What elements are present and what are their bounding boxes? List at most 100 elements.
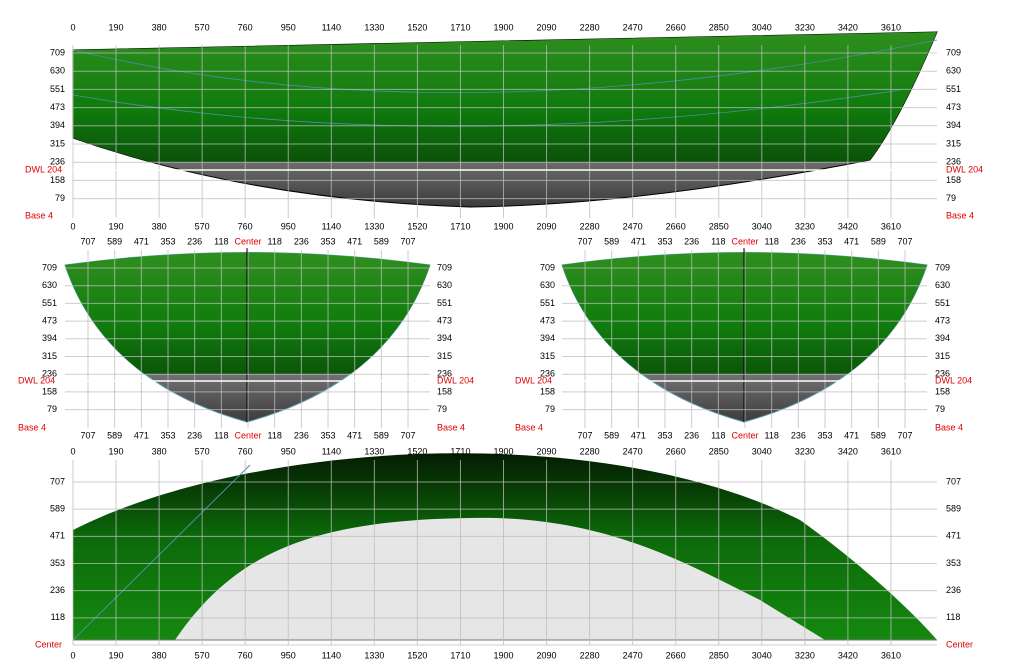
bottom-tick-label: 1710 bbox=[450, 221, 470, 231]
bottom-tick-label: 353 bbox=[160, 430, 175, 440]
top-tick-label: 707 bbox=[80, 236, 95, 246]
bottom-tick-label: 707 bbox=[401, 430, 416, 440]
top-tick-label: 471 bbox=[134, 236, 149, 246]
top-tick-label: 1710 bbox=[450, 446, 470, 456]
bottom-tick-label: Center bbox=[235, 430, 262, 440]
left-tick-label: 471 bbox=[50, 531, 65, 541]
top-tick-label: 118 bbox=[711, 236, 725, 246]
bottom-tick-label: 236 bbox=[294, 430, 309, 440]
waterline-label: DWL 204 bbox=[18, 375, 55, 385]
body-hull-fwd bbox=[561, 248, 928, 423]
bottom-tick-label: 1330 bbox=[364, 650, 384, 660]
bottom-tick-label: 471 bbox=[347, 430, 362, 440]
left-tick-label: 79 bbox=[545, 404, 555, 414]
left-tick-label: 551 bbox=[540, 298, 555, 308]
top-tick-label: 1330 bbox=[364, 446, 384, 456]
bottom-tick-label: 589 bbox=[871, 430, 886, 440]
left-tick-label: 315 bbox=[50, 138, 65, 148]
bottom-tick-label: 3040 bbox=[752, 650, 772, 660]
top-tick-label: Center bbox=[235, 236, 262, 246]
right-tick-label: 471 bbox=[946, 531, 961, 541]
bottom-tick-label: 3610 bbox=[881, 650, 901, 660]
top-tick-label: 570 bbox=[195, 446, 210, 456]
bottom-tick-label: 2660 bbox=[666, 650, 686, 660]
top-tick-label: 589 bbox=[374, 236, 389, 246]
top-tick-label: 471 bbox=[844, 236, 859, 246]
top-tick-label: 353 bbox=[321, 236, 336, 246]
right-tick-label: 709 bbox=[437, 262, 452, 272]
top-tick-label: 190 bbox=[109, 446, 124, 456]
left-tick-label: 158 bbox=[42, 386, 57, 396]
top-tick-label: 236 bbox=[684, 236, 699, 246]
left-tick-label: 473 bbox=[540, 315, 555, 325]
right-tick-label: 394 bbox=[935, 333, 950, 343]
bottom-tick-label: 471 bbox=[631, 430, 646, 440]
top-tick-label: 353 bbox=[818, 236, 833, 246]
top-tick-label: 2660 bbox=[666, 446, 686, 456]
bottom-tick-label: 589 bbox=[107, 430, 122, 440]
left-tick-label: 707 bbox=[50, 476, 65, 486]
right-tick-label: 709 bbox=[946, 47, 961, 57]
bottom-tick-label: 118 bbox=[214, 430, 228, 440]
left-tick-label: 473 bbox=[42, 315, 57, 325]
top-tick-label: 2090 bbox=[537, 446, 557, 456]
top-tick-label: 3040 bbox=[752, 446, 772, 456]
top-tick-label: 3230 bbox=[795, 22, 815, 32]
top-tick-label: 353 bbox=[160, 236, 175, 246]
waterline-label: DWL 204 bbox=[515, 375, 552, 385]
left-tick-label: 236 bbox=[540, 369, 555, 379]
top-tick-label: 118 bbox=[268, 236, 282, 246]
top-tick-label: 118 bbox=[765, 236, 779, 246]
bottom-tick-label: 3040 bbox=[752, 221, 772, 231]
right-tick-label: 236 bbox=[437, 369, 452, 379]
left-tick-label: 394 bbox=[42, 333, 57, 343]
left-tick-label: 236 bbox=[50, 157, 65, 167]
bottom-tick-label: 190 bbox=[109, 221, 124, 231]
bottom-tick-label: 380 bbox=[152, 221, 167, 231]
left-tick-label: 394 bbox=[50, 120, 65, 130]
waterline-label: DWL 204 bbox=[25, 164, 62, 174]
right-tick-label: 473 bbox=[437, 315, 452, 325]
bottom-tick-label: 3420 bbox=[838, 650, 858, 660]
top-tick-label: 190 bbox=[109, 22, 124, 32]
bottom-tick-label: 707 bbox=[577, 430, 592, 440]
left-tick-label: 709 bbox=[42, 262, 57, 272]
bottom-tick-label: 2090 bbox=[537, 221, 557, 231]
top-tick-label: 471 bbox=[347, 236, 362, 246]
bottom-tick-label: 2850 bbox=[709, 221, 729, 231]
top-tick-label: Center bbox=[732, 236, 759, 246]
left-tick-label: 551 bbox=[50, 84, 65, 94]
right-tick-label: 589 bbox=[946, 504, 961, 514]
bottom-tick-label: 2280 bbox=[580, 650, 600, 660]
right-tick-label: 473 bbox=[946, 102, 961, 112]
base-label: Base 4 bbox=[18, 422, 46, 432]
bottom-tick-label: 1140 bbox=[322, 221, 341, 231]
bottom-tick-label: 1520 bbox=[407, 221, 427, 231]
left-tick-label: 315 bbox=[42, 351, 57, 361]
top-tick-label: 707 bbox=[898, 236, 913, 246]
right-tick-label: 158 bbox=[935, 386, 950, 396]
bottom-tick-label: 3230 bbox=[795, 221, 815, 231]
left-tick-label: 118 bbox=[51, 612, 65, 622]
left-tick-label: 709 bbox=[50, 47, 65, 57]
left-tick-label: 236 bbox=[42, 369, 57, 379]
top-tick-label: 3040 bbox=[752, 22, 772, 32]
right-tick-label: 315 bbox=[946, 138, 961, 148]
bottom-tick-label: 1520 bbox=[407, 650, 427, 660]
right-tick-label: 158 bbox=[437, 386, 452, 396]
bottom-tick-label: 471 bbox=[844, 430, 859, 440]
left-tick-label: 315 bbox=[540, 351, 555, 361]
bottom-tick-label: 380 bbox=[152, 650, 167, 660]
left-tick-label: 473 bbox=[50, 102, 65, 112]
top-tick-label: 0 bbox=[70, 446, 75, 456]
top-tick-label: 471 bbox=[631, 236, 646, 246]
top-tick-label: 707 bbox=[577, 236, 592, 246]
right-tick-label: 79 bbox=[437, 404, 447, 414]
bottom-tick-label: 0 bbox=[70, 221, 75, 231]
top-tick-label: 760 bbox=[238, 22, 253, 32]
top-tick-label: 2850 bbox=[709, 446, 729, 456]
left-tick-label: 394 bbox=[540, 333, 555, 343]
top-tick-label: 950 bbox=[281, 22, 296, 32]
right-tick-label: 551 bbox=[946, 84, 961, 94]
right-tick-label: 118 bbox=[946, 612, 960, 622]
